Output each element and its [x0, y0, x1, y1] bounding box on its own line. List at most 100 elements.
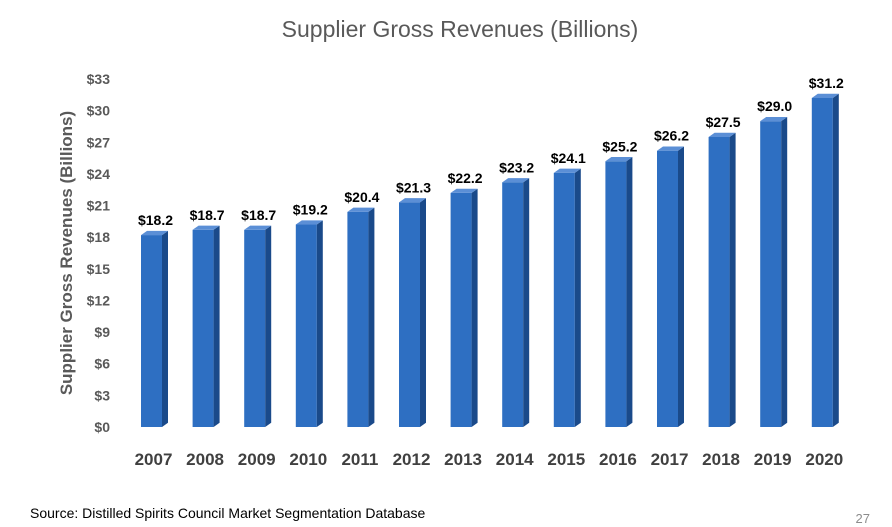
y-axis-title: Supplier Gross Revenues (Billions)	[57, 111, 76, 395]
bar	[295, 220, 323, 427]
bar-top	[657, 146, 684, 151]
y-tick-label: $15	[87, 261, 111, 277]
data-label: $26.2	[654, 128, 689, 144]
x-tick-label: 2014	[496, 450, 534, 469]
bar-top	[502, 178, 530, 183]
bar-front	[502, 182, 524, 427]
y-tick-label: $0	[94, 419, 110, 435]
bar-side	[523, 178, 530, 427]
bar-front	[708, 137, 730, 427]
x-tick-label: 2018	[702, 450, 740, 469]
y-tick-label: $27	[87, 134, 111, 150]
x-tick-label: 2013	[444, 450, 482, 469]
x-tick-label: 2009	[238, 450, 276, 469]
bar-front	[605, 161, 627, 427]
x-tick-label: 2016	[599, 450, 637, 469]
x-tick-label: 2015	[547, 450, 585, 469]
bar-top	[347, 207, 375, 212]
bar-side	[162, 230, 168, 427]
bar	[141, 230, 168, 427]
x-tick-label: 2008	[186, 450, 224, 469]
y-tick-label: $18	[87, 229, 111, 245]
source-note: Source: Distilled Spirits Council Market…	[30, 505, 426, 521]
y-tick-label: $21	[87, 198, 111, 214]
bar-front	[399, 202, 420, 427]
bar	[450, 188, 478, 427]
y-tick-label: $33	[87, 71, 111, 87]
bar-side	[471, 188, 478, 427]
bar-side	[368, 207, 375, 427]
bar-top	[141, 230, 168, 236]
y-tick-label: $30	[87, 103, 111, 119]
y-tick-label: $3	[94, 387, 110, 403]
bar-front	[295, 224, 317, 427]
bar-side	[420, 198, 426, 427]
bar-top	[295, 220, 323, 225]
bar-side	[574, 168, 581, 427]
bar-front	[811, 97, 833, 428]
bar-top	[811, 93, 839, 98]
bar-side	[316, 220, 323, 427]
bar-front	[760, 121, 782, 427]
bar-front	[244, 229, 266, 427]
y-tick-label: $6	[94, 356, 110, 372]
bar	[708, 132, 736, 428]
data-label: $31.2	[809, 75, 844, 91]
y-tick-label: $24	[87, 166, 111, 182]
data-label: $20.4	[344, 189, 379, 205]
data-label: $21.3	[396, 179, 431, 195]
bar-side	[832, 93, 839, 428]
bar-front	[553, 172, 575, 427]
bar	[811, 93, 839, 428]
bar-top	[399, 198, 426, 203]
x-tick-label: 2020	[805, 450, 843, 469]
bar-top	[244, 225, 272, 230]
bar	[657, 146, 684, 427]
x-tick-label: 2011	[341, 450, 378, 469]
data-label: $27.5	[706, 114, 741, 130]
data-label: $19.2	[293, 202, 328, 218]
data-label: $18.2	[138, 212, 173, 228]
data-label: $22.2	[448, 170, 483, 186]
bar-side	[265, 225, 272, 427]
bar-side	[729, 132, 736, 428]
bar	[244, 225, 272, 427]
y-tick-label: $12	[87, 292, 111, 308]
x-tick-label: 2012	[393, 450, 431, 469]
bar-front	[347, 211, 369, 427]
bar-side	[626, 157, 633, 427]
bar-front	[657, 150, 678, 427]
bar-top	[553, 168, 581, 173]
bar	[399, 198, 426, 427]
bar	[347, 207, 375, 427]
x-tick-label: 2019	[754, 450, 792, 469]
bar-top	[708, 132, 736, 137]
data-label: $18.7	[241, 207, 276, 223]
x-tick-label: 2017	[651, 450, 689, 469]
bar-top	[192, 225, 220, 230]
bar-side	[213, 225, 220, 427]
bar-top	[605, 157, 633, 162]
page-number: 27	[855, 511, 870, 526]
bar-top	[450, 188, 478, 193]
bar	[502, 178, 530, 427]
x-tick-label: 2007	[135, 450, 173, 469]
bar-top	[760, 116, 788, 122]
bar-front	[141, 235, 162, 427]
bar	[760, 116, 788, 428]
bar-side	[781, 116, 788, 428]
bar	[553, 168, 581, 427]
y-tick-label: $9	[94, 324, 110, 340]
bar	[605, 157, 633, 427]
data-label: $23.2	[499, 159, 534, 175]
bar-front	[450, 192, 472, 427]
bar-front	[192, 229, 214, 427]
x-tick-label: 2010	[289, 450, 327, 469]
chart-title: Supplier Gross Revenues (Billions)	[281, 16, 639, 42]
data-label: $29.0	[757, 98, 792, 114]
data-label: $18.7	[190, 207, 225, 223]
data-label: $24.1	[551, 150, 586, 166]
bar-side	[678, 146, 684, 427]
bar	[192, 225, 220, 427]
